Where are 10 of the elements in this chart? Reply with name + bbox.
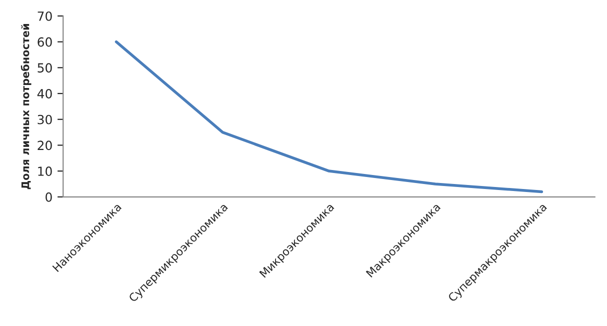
y-tick-label: 20 bbox=[38, 140, 52, 150]
y-tick-label: 40 bbox=[37, 88, 52, 98]
y-tick-label: 70 bbox=[38, 11, 52, 21]
y-tick-label: 50 bbox=[38, 63, 52, 73]
y-axis-title: Доля личных потребностей bbox=[20, 24, 32, 190]
y-tick-label: 60 bbox=[38, 37, 52, 47]
line-series bbox=[114, 40, 544, 194]
y-tick-label: 0 bbox=[46, 192, 52, 202]
y-tick-label: 30 bbox=[38, 114, 52, 124]
y-tick-label: 10 bbox=[38, 166, 52, 176]
